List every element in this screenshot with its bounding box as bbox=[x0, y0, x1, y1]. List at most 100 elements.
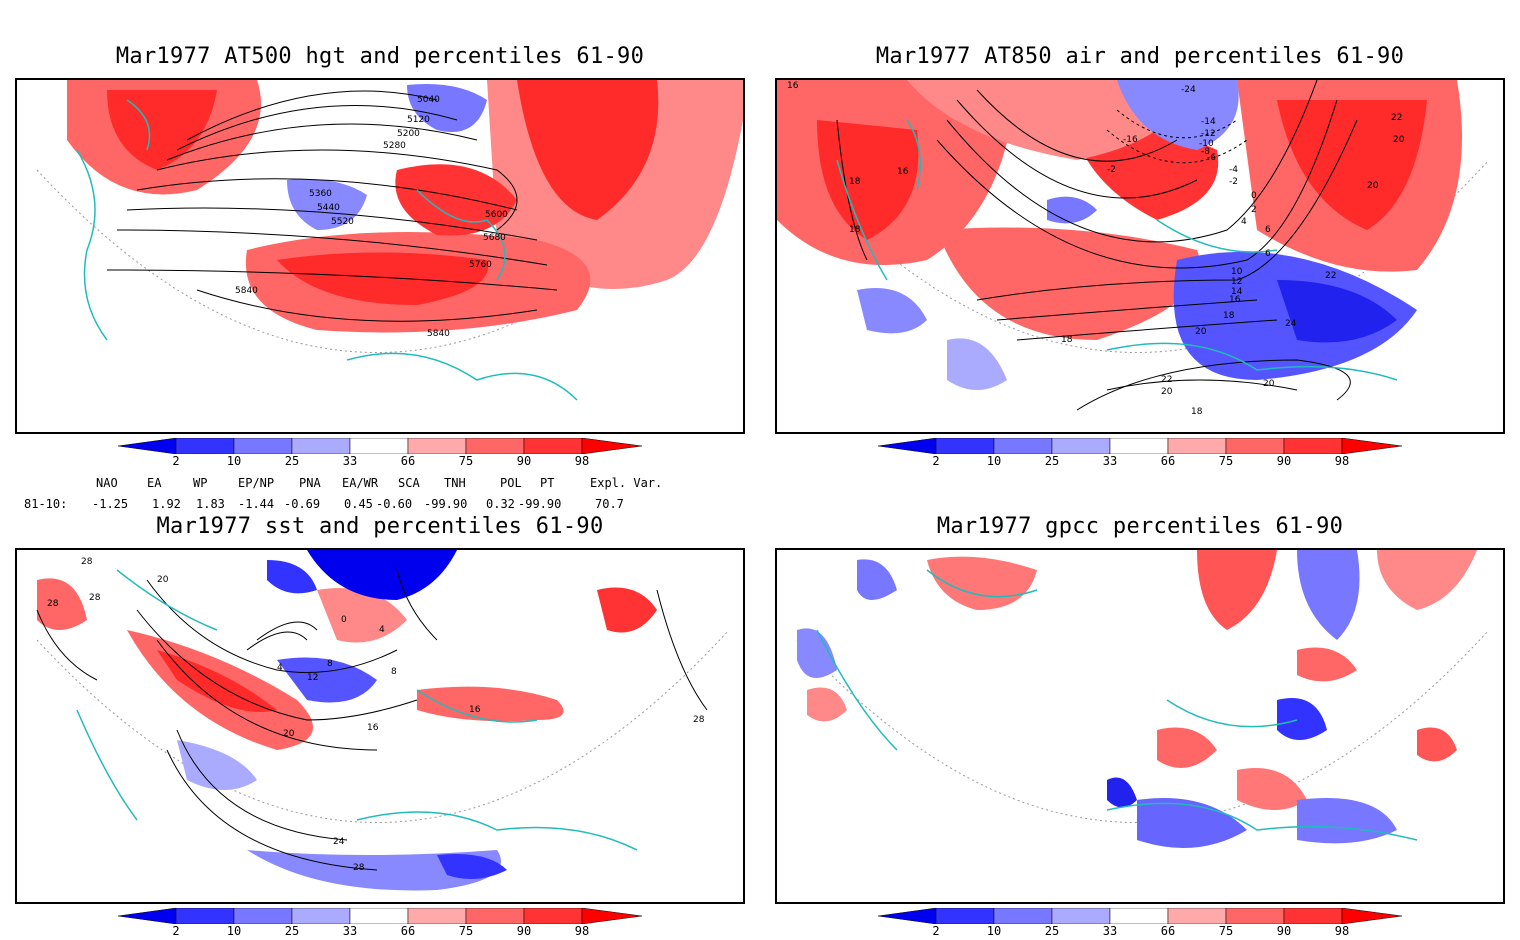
colorbar-swatch bbox=[175, 908, 235, 924]
contour-line bbox=[1106, 379, 1298, 391]
contour-label: 16 bbox=[1229, 295, 1241, 305]
contour-line bbox=[156, 149, 518, 231]
colorbar-swatches bbox=[878, 908, 1403, 924]
colorbar-tick: 66 bbox=[1160, 924, 1176, 938]
contour-label: 12 bbox=[1231, 277, 1242, 287]
blue-anomaly-region bbox=[1137, 798, 1247, 848]
colorbar-tick: 10 bbox=[986, 454, 1002, 468]
contour-line bbox=[176, 729, 348, 841]
panel-title-air850: Mar1977 AT850 air and percentiles 61-90 bbox=[875, 44, 1405, 69]
blue-anomaly-region bbox=[857, 559, 897, 600]
blue-anomaly-region bbox=[1297, 798, 1397, 844]
coastline bbox=[416, 689, 538, 723]
red-anomaly-region bbox=[1297, 647, 1357, 682]
colorbar-tick: 33 bbox=[1102, 454, 1118, 468]
colorbar-tick: 75 bbox=[458, 454, 474, 468]
contour-label: -2 bbox=[1107, 165, 1116, 175]
contour-line bbox=[126, 207, 538, 241]
colorbar-swatch bbox=[407, 908, 467, 924]
index-value: 0.45 bbox=[344, 497, 373, 511]
contour-line bbox=[256, 621, 318, 641]
contour-label: 12 bbox=[307, 673, 318, 683]
index-header: TNH bbox=[444, 476, 466, 490]
coastlines bbox=[836, 119, 1398, 381]
blue-anomaly-region bbox=[797, 628, 837, 678]
contour-labels: 5040 5120 5200 5280 5360 5440 5520 5600 … bbox=[235, 95, 508, 339]
colorbar-swatch bbox=[1225, 438, 1285, 454]
colorbar-tick: 66 bbox=[400, 454, 416, 468]
contour-label: 10 bbox=[1231, 267, 1243, 277]
colorbar-swatches bbox=[118, 438, 643, 454]
colorbar-swatch bbox=[523, 438, 583, 454]
contour-label: 24 bbox=[333, 837, 345, 847]
blue-anomaly-region bbox=[437, 854, 507, 879]
colorbar-sst: 2 10 25 33 66 75 90 98 bbox=[118, 908, 644, 938]
map-panel-gpcc bbox=[775, 548, 1505, 904]
colorbar-swatch bbox=[1051, 908, 1111, 924]
colorbar-tick: 33 bbox=[1102, 924, 1118, 938]
index-header: EP/NP bbox=[238, 476, 275, 490]
contour-label: 20 bbox=[1161, 387, 1173, 397]
contour-line bbox=[996, 299, 1258, 321]
index-header: EA/WR bbox=[342, 476, 379, 490]
colorbar-swatch bbox=[465, 438, 525, 454]
contour-label: 5680 bbox=[483, 233, 506, 243]
contour-line bbox=[136, 609, 418, 721]
colorbar-air850: 2 10 25 33 66 75 90 98 bbox=[878, 438, 1404, 468]
red-anomaly-region bbox=[1377, 550, 1477, 610]
colorbar-tick: 90 bbox=[516, 924, 532, 938]
red-anomaly-region bbox=[907, 80, 1197, 160]
red-anomaly-region bbox=[395, 164, 517, 236]
contour-line bbox=[936, 99, 1338, 269]
colorbar-tick: 10 bbox=[986, 924, 1002, 938]
colorbar-swatch bbox=[291, 908, 351, 924]
blue-anomaly-region bbox=[267, 560, 317, 594]
contour-line bbox=[176, 105, 458, 151]
index-value: -1.25 bbox=[92, 497, 129, 511]
contour-line bbox=[836, 119, 868, 261]
red-anomaly-region bbox=[1157, 727, 1217, 768]
contour-label: -14 bbox=[1201, 117, 1216, 127]
index-value: 70.7 bbox=[595, 497, 624, 511]
blue-anomaly-region bbox=[407, 84, 487, 132]
colorbar-swatch bbox=[118, 438, 177, 454]
colorbar-tick: 2 bbox=[932, 454, 940, 468]
map-domain-edge bbox=[796, 629, 1490, 823]
index-header: PT bbox=[540, 476, 555, 490]
colorbar-swatch bbox=[1167, 438, 1227, 454]
colorbar-swatch bbox=[1283, 438, 1343, 454]
contour-label: 5360 bbox=[309, 189, 332, 199]
contour-label: 22 bbox=[1391, 113, 1402, 123]
blue-anomaly-region bbox=[277, 657, 377, 703]
colorbar-swatch bbox=[1283, 908, 1343, 924]
colorbar-tick: 75 bbox=[458, 924, 474, 938]
map-gpcc-svg bbox=[796, 550, 1490, 848]
red-anomaly-region bbox=[1277, 100, 1427, 230]
contour-line bbox=[156, 639, 378, 751]
colorbar-swatch bbox=[581, 438, 643, 454]
contour-label: 28 bbox=[693, 715, 705, 725]
map-air850-svg: -24 -14 -12 -10 -8 -6 -4 -2 0 2 4 6 10 1… bbox=[777, 80, 1490, 417]
contour-label: 16 bbox=[367, 723, 379, 733]
coastlines bbox=[76, 569, 638, 851]
index-header: EA bbox=[147, 476, 162, 490]
coastline bbox=[836, 159, 888, 281]
contour-line bbox=[36, 609, 98, 681]
coastline bbox=[76, 149, 108, 341]
contour-label: 18 bbox=[849, 225, 861, 235]
red-anomaly-region bbox=[37, 578, 87, 630]
colorbar-tick: 33 bbox=[342, 454, 358, 468]
contour-line bbox=[106, 269, 558, 291]
contour-label: 28 bbox=[81, 557, 93, 567]
contour-label: 5840 bbox=[427, 329, 450, 339]
colorbar-swatch bbox=[935, 908, 995, 924]
contour-label: 5040 bbox=[417, 95, 440, 105]
contour-label: 5200 bbox=[397, 129, 420, 139]
coastline bbox=[116, 569, 218, 631]
red-anomaly-region bbox=[157, 650, 277, 712]
red-anomaly-region bbox=[1237, 768, 1307, 810]
red-anomaly-region bbox=[417, 686, 564, 722]
contour-label: -8 bbox=[1201, 147, 1210, 157]
colorbar-tick: 75 bbox=[1218, 924, 1234, 938]
colorbar-tick: 25 bbox=[284, 924, 300, 938]
